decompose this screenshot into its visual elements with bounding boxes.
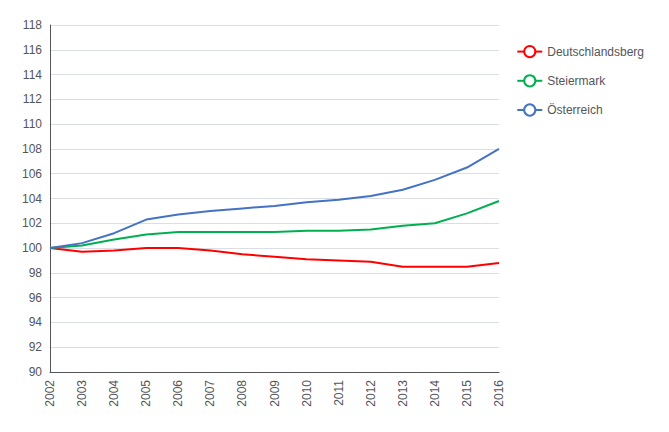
svg-text:2007: 2007 — [203, 380, 217, 407]
svg-text:2008: 2008 — [235, 380, 249, 407]
svg-text:112: 112 — [23, 92, 42, 106]
svg-text:Deutschlandsberg: Deutschlandsberg — [547, 45, 644, 59]
svg-text:92: 92 — [29, 340, 43, 354]
svg-text:2003: 2003 — [75, 380, 89, 407]
svg-text:110: 110 — [23, 117, 42, 131]
svg-text:Steiermark: Steiermark — [547, 74, 606, 88]
svg-text:2009: 2009 — [268, 380, 282, 407]
svg-text:108: 108 — [22, 142, 42, 156]
svg-text:2015: 2015 — [460, 380, 474, 407]
svg-text:98: 98 — [29, 266, 43, 280]
svg-text:114: 114 — [23, 68, 42, 82]
svg-text:2014: 2014 — [428, 380, 442, 407]
svg-text:106: 106 — [22, 167, 42, 181]
svg-text:102: 102 — [22, 216, 42, 230]
svg-text:Österreich: Österreich — [547, 103, 602, 117]
svg-text:2006: 2006 — [171, 380, 185, 407]
svg-text:104: 104 — [22, 192, 42, 206]
svg-text:2010: 2010 — [300, 380, 314, 407]
svg-text:118: 118 — [23, 18, 42, 32]
svg-text:2002: 2002 — [43, 380, 57, 407]
svg-text:2013: 2013 — [396, 380, 410, 407]
svg-text:2011: 2011 — [332, 380, 346, 406]
svg-text:2012: 2012 — [364, 380, 378, 407]
svg-text:96: 96 — [29, 291, 43, 305]
svg-text:90: 90 — [29, 365, 43, 379]
svg-text:100: 100 — [22, 241, 42, 255]
svg-text:2016: 2016 — [492, 380, 506, 407]
svg-text:2005: 2005 — [139, 380, 153, 407]
svg-text:116: 116 — [23, 43, 42, 57]
svg-text:2004: 2004 — [107, 380, 121, 407]
svg-text:94: 94 — [29, 315, 43, 329]
